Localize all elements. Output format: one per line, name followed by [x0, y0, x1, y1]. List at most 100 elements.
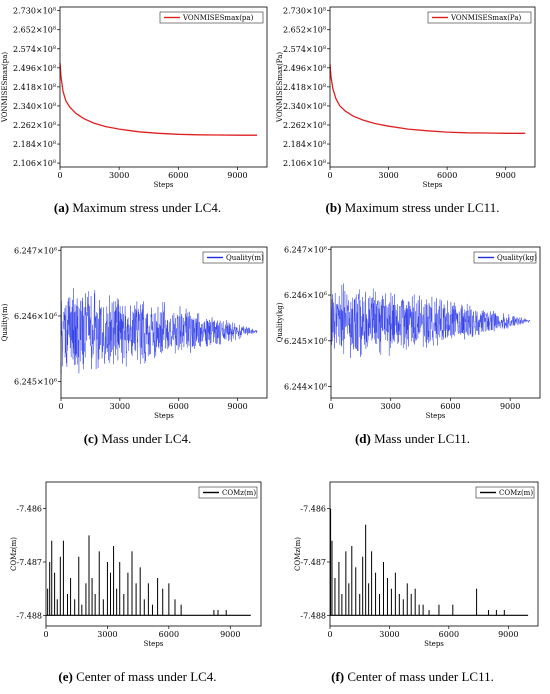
y-tick-base: ×10	[306, 121, 323, 130]
y-tick-exponent: 6	[324, 337, 327, 343]
x-axis-label: Steps	[154, 412, 174, 420]
caption-c: (c) Mass under LC4.	[83, 431, 192, 446]
y-tick-label: 6.244×106	[284, 383, 327, 392]
x-tick-label: 0	[327, 630, 332, 639]
y-tick-exponent: 8	[53, 102, 56, 108]
y-tick-mantissa: 2.340	[283, 102, 306, 111]
chart-panel-c: 0 3000 6000 9000 Steps 6.245×106 6.246×106 6.24…	[0, 231, 275, 462]
y-tick-mantissa: 2.106	[283, 159, 306, 168]
y-tick-exponent: 8	[53, 7, 56, 13]
caption-f: (f) Center of mass under LC11.	[331, 669, 494, 684]
y-tick-exponent: 8	[53, 159, 56, 165]
x-axis-label: Steps	[144, 640, 164, 648]
y-tick-base: ×10	[36, 102, 53, 111]
y-tick-label: 2.340×108	[13, 102, 56, 111]
legend-box	[159, 11, 264, 24]
caption-b: (b) Maximum stress under LC11.	[325, 200, 500, 215]
y-tick-label: -7.488	[300, 611, 326, 620]
x-tick-label: 3000	[381, 402, 401, 411]
y-tick-mantissa: 6.247	[14, 246, 37, 255]
y-tick-mantissa: 2.496	[283, 64, 306, 73]
y-tick-mantissa: 2.652	[13, 26, 36, 35]
chart-panel-a: 0 3000 6000 9000 Steps 2.106×108 2.184×108 2.26…	[0, 0, 275, 231]
y-tick-exponent: 6	[54, 246, 57, 252]
y-tick-label: 6.247×106	[14, 246, 57, 255]
y-tick-label: 2.730×108	[283, 7, 326, 16]
y-tick-base: ×10	[37, 312, 54, 321]
y-tick-base: ×10	[307, 337, 324, 346]
series-c	[60, 288, 258, 375]
plot-frame	[60, 246, 268, 399]
y-axis-label: COMz(m)	[294, 537, 302, 571]
y-tick-mantissa: 2.418	[283, 83, 306, 92]
caption-e: (e) Center of mass under LC4.	[58, 669, 217, 684]
legend-box	[473, 251, 537, 264]
y-tick-base: ×10	[36, 64, 53, 73]
com-lc11-chart: 0 3000 6000 9000 Steps -7.488 -7.487 -7.486 COMz…	[294, 481, 539, 648]
y-tick-label: -7.488	[16, 611, 42, 620]
y-tick-exponent: 8	[323, 64, 326, 70]
plot-frame	[329, 6, 536, 168]
y-tick-mantissa: 6.246	[14, 312, 37, 321]
y-tick-base: ×10	[36, 121, 53, 130]
x-tick-label: 6000	[439, 630, 459, 639]
y-tick-label: 2.652×108	[283, 26, 326, 35]
x-tick-label: 3000	[110, 402, 130, 411]
y-tick-label: 6.245×106	[284, 337, 327, 346]
y-tick-label: 2.106×108	[13, 159, 56, 168]
y-tick-exponent: 8	[323, 7, 326, 13]
y-tick-base: ×10	[307, 383, 324, 392]
y-tick-base: ×10	[306, 64, 323, 73]
legend-label: COMz(m)	[499, 489, 533, 497]
plot-frame	[45, 481, 262, 627]
chart-panel-b: 0 3000 6000 9000 Steps 2.106×108 2.184×108 2.26…	[275, 0, 550, 231]
y-tick-exponent: 6	[54, 312, 57, 318]
y-tick-mantissa: 6.247	[284, 245, 307, 254]
y-tick-label: 2.340×108	[283, 102, 326, 111]
y-tick-exponent: 6	[324, 245, 327, 251]
y-tick-label: 2.652×108	[13, 26, 56, 35]
y-tick-mantissa: 6.246	[284, 291, 307, 300]
y-tick-base: ×10	[37, 378, 54, 387]
x-axis-label: Steps	[426, 412, 446, 420]
legend-label: COMz(m)	[222, 489, 256, 497]
x-tick-label: 6000	[168, 171, 188, 180]
y-tick-label: 2.418×108	[283, 83, 326, 92]
y-tick-base: ×10	[306, 7, 323, 16]
stress-lc11-chart: 0 3000 6000 9000Steps2.106×1082.184×1082.26…	[276, 6, 536, 189]
y-tick-base: ×10	[36, 83, 53, 92]
legend: COMz(m)	[475, 486, 535, 499]
y-tick-label: 2.574×108	[13, 45, 56, 54]
y-tick-label: 6.247×106	[284, 245, 327, 254]
y-tick-base: ×10	[306, 102, 323, 111]
y-tick-label: 2.262×108	[283, 121, 326, 130]
legend-box	[198, 486, 258, 499]
y-tick-mantissa: 2.496	[13, 64, 36, 73]
y-tick-label: 2.262×108	[13, 121, 56, 130]
y-tick-label: 2.496×108	[13, 64, 56, 73]
x-tick-label: 0	[327, 171, 332, 180]
y-tick-exponent: 8	[53, 121, 56, 127]
y-tick-base: ×10	[307, 245, 324, 254]
y-tick-mantissa: 2.184	[283, 140, 306, 149]
y-tick-exponent: 6	[54, 378, 57, 384]
x-axis-label: Steps	[154, 181, 174, 189]
legend: Quality(m)	[202, 251, 264, 264]
x-tick-label: 9000	[227, 402, 247, 411]
y-tick-exponent: 8	[323, 83, 326, 89]
stress-series-line	[329, 64, 526, 134]
legend: Quality(kg)	[473, 251, 537, 264]
y-tick-exponent: 8	[53, 64, 56, 70]
y-tick-exponent: 8	[323, 26, 326, 32]
x-tick-label: 9000	[220, 630, 240, 639]
legend: COMz(m)	[198, 486, 258, 499]
y-tick-base: ×10	[306, 159, 323, 168]
series-b	[329, 64, 526, 134]
x-tick-label: 3000	[109, 171, 129, 180]
y-tick-mantissa: 2.340	[13, 102, 36, 111]
y-axis-label: VONMISESmax(pa)	[1, 52, 9, 124]
y-tick-mantissa: 2.262	[283, 121, 306, 130]
y-tick-mantissa: 2.730	[13, 7, 36, 16]
y-tick-label: 6.246×106	[284, 291, 327, 300]
y-tick-exponent: 8	[53, 26, 56, 32]
